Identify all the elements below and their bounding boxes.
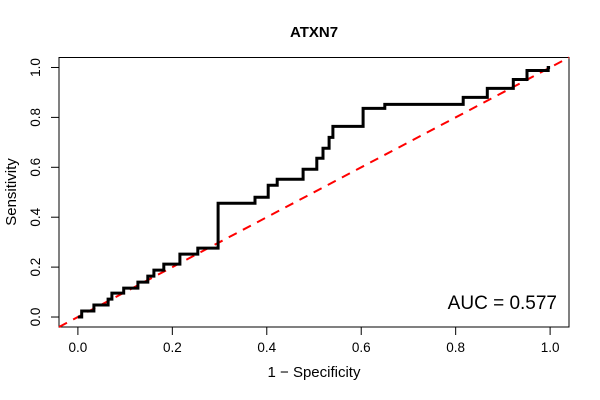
y-tick-label: 0.0: [28, 308, 43, 327]
x-tick-label: 1.0: [541, 340, 560, 355]
y-tick-label: 0.6: [28, 158, 43, 177]
plot-frame: [58, 57, 570, 328]
y-tick-label: 0.2: [28, 258, 43, 277]
x-tick-label: 0.8: [446, 340, 465, 355]
chance-diagonal-line: [58, 56, 570, 328]
x-tick-label: 0.4: [257, 340, 276, 355]
x-tick-label: 0.2: [163, 340, 182, 355]
x-tick-label: 0.6: [352, 340, 371, 355]
y-tick-label: 0.8: [28, 108, 43, 127]
auc-annotation: AUC = 0.577: [448, 293, 557, 314]
y-axis-label: Sensitivity: [3, 158, 20, 226]
roc-curve-line: [77, 66, 551, 319]
y-tick-label: 0.4: [28, 207, 43, 226]
y-tick-label: 1.0: [28, 58, 43, 77]
plot-title: ATXN7: [290, 24, 338, 41]
x-axis-label: 1 − Specificity: [268, 364, 361, 381]
chart-layer: 0.0 0.2 0.4 0.6 0.8 1.0 0.0 0.2 0.4 0.6 0.8 1.0: [28, 56, 570, 355]
x-tick-label: 0.0: [68, 340, 87, 355]
